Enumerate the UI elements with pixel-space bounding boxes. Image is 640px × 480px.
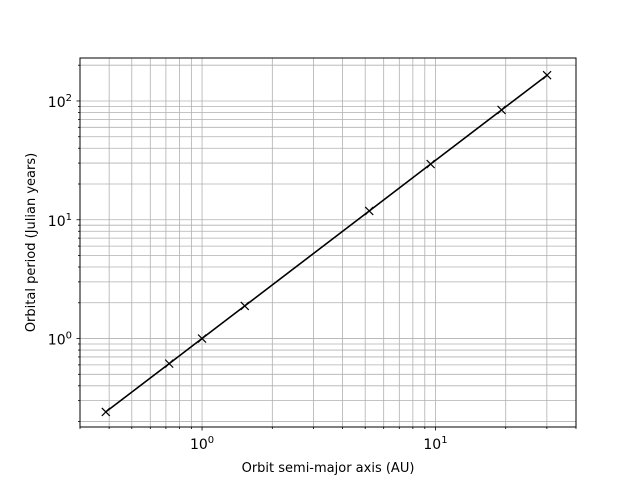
series-line xyxy=(105,74,548,413)
x-tick-label: 101 xyxy=(423,435,447,453)
ticks: 100 101 100 101 102 xyxy=(48,64,577,453)
x-axis-label: Orbit semi-major axis (AU) xyxy=(242,461,415,476)
data-point xyxy=(240,301,250,311)
data-point-marker xyxy=(542,70,552,80)
data-point-marker xyxy=(197,334,207,343)
data-point xyxy=(426,159,436,169)
y-tick-label: 102 xyxy=(48,93,72,111)
data-point xyxy=(497,105,506,115)
data-point xyxy=(101,407,111,417)
data-point xyxy=(197,334,207,343)
y-axis-label: Orbital period (Julian years) xyxy=(24,153,39,332)
data-point-marker xyxy=(101,407,111,417)
data-point-marker xyxy=(164,359,174,369)
data-point-marker xyxy=(426,159,436,169)
y-tick-label: 100 xyxy=(48,331,72,349)
data-point-marker xyxy=(240,301,250,311)
y-tick-label: 101 xyxy=(48,212,72,230)
data-point xyxy=(364,206,374,216)
data-point xyxy=(164,359,174,369)
data-point-marker xyxy=(364,206,374,216)
x-tick-label: 100 xyxy=(190,435,214,453)
data-point-marker xyxy=(497,105,506,115)
data-point xyxy=(542,70,552,80)
series-layer xyxy=(101,70,552,417)
plot-frame xyxy=(79,57,577,428)
